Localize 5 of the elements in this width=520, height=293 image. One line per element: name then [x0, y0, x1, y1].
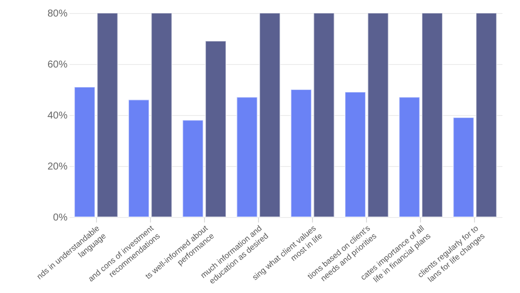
y-tick-label: 80% [47, 8, 68, 20]
y-tick-label: 60% [47, 60, 68, 70]
y-tick-label: 0% [53, 212, 68, 224]
y-tick-label: 20% [47, 162, 68, 172]
y-tick-label: 40% [47, 110, 68, 122]
